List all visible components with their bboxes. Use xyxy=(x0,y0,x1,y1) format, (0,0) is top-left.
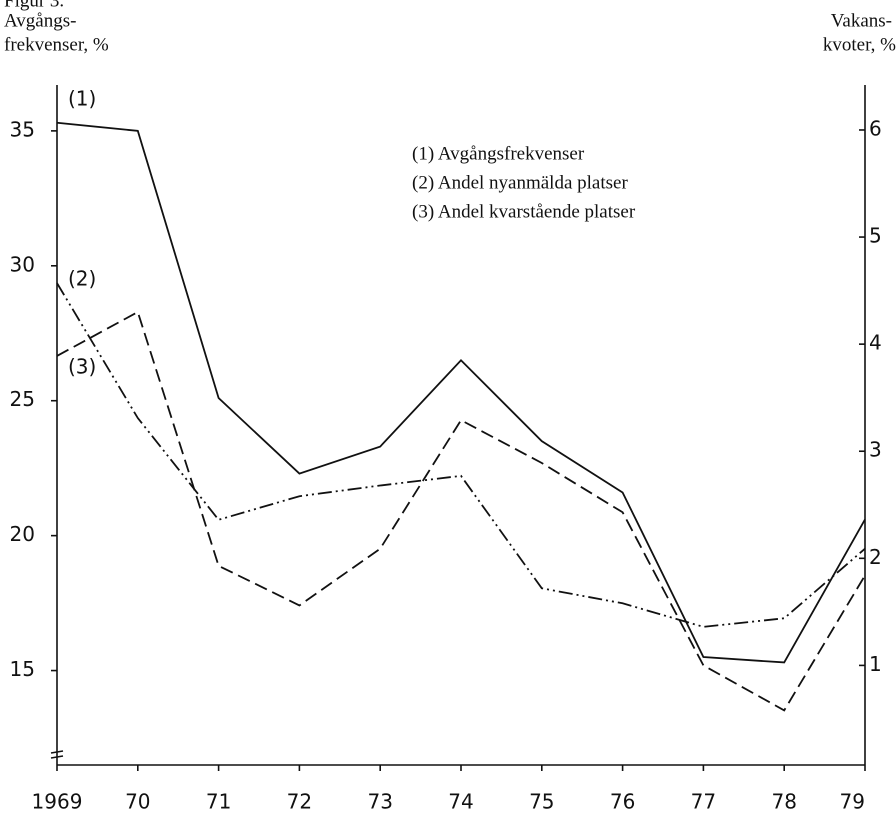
legend-label: (1) Avgångsfrekvenser xyxy=(412,143,585,164)
y2-tick-label: 2 xyxy=(869,545,882,569)
y-tick-label: 35 xyxy=(10,117,35,141)
series-line xyxy=(56,310,866,712)
x-tick-label: 79 xyxy=(840,790,865,814)
x-tick-label: 70 xyxy=(125,790,150,814)
line-label: (1) xyxy=(68,87,96,111)
line-label: (3) xyxy=(68,355,96,379)
series-line xyxy=(56,282,866,628)
y2-axis-label: Vakans- xyxy=(831,10,892,31)
series-line xyxy=(56,121,866,664)
x-tick-label: 75 xyxy=(529,790,554,814)
y-tick-label: 30 xyxy=(10,252,35,276)
y-tick-label: 15 xyxy=(10,657,35,681)
y2-tick-label: 5 xyxy=(869,224,882,248)
axis-break xyxy=(50,755,64,759)
x-tick-label: 77 xyxy=(691,790,716,814)
x-tick-label: 73 xyxy=(367,790,392,814)
legend-label: (2) Andel nyanmälda platser xyxy=(412,172,628,193)
y-tick-label: 20 xyxy=(10,522,35,546)
axis-break xyxy=(50,750,64,754)
y2-tick-label: 3 xyxy=(869,438,882,462)
y2-axis-label: kvoter, % xyxy=(823,34,896,55)
x-tick-label: 71 xyxy=(206,790,231,814)
chart-title: Figur 3. xyxy=(4,0,64,11)
line-label: (2) xyxy=(68,267,96,291)
y-tick-label: 25 xyxy=(10,387,35,411)
legend-label: (3) Andel kvarstående platser xyxy=(412,201,636,222)
y2-tick-label: 4 xyxy=(869,331,882,355)
x-tick-label: 72 xyxy=(287,790,312,814)
y2-tick-label: 1 xyxy=(869,652,882,676)
x-tick-label: 76 xyxy=(610,790,635,814)
y2-tick-label: 6 xyxy=(869,116,882,140)
x-tick-label: 1969 xyxy=(32,790,83,814)
x-tick-label: 74 xyxy=(448,790,473,814)
y-axis-label: frekvenser, % xyxy=(4,34,109,55)
y-axis-label: Avgångs- xyxy=(4,10,76,31)
x-tick-label: 78 xyxy=(771,790,796,814)
